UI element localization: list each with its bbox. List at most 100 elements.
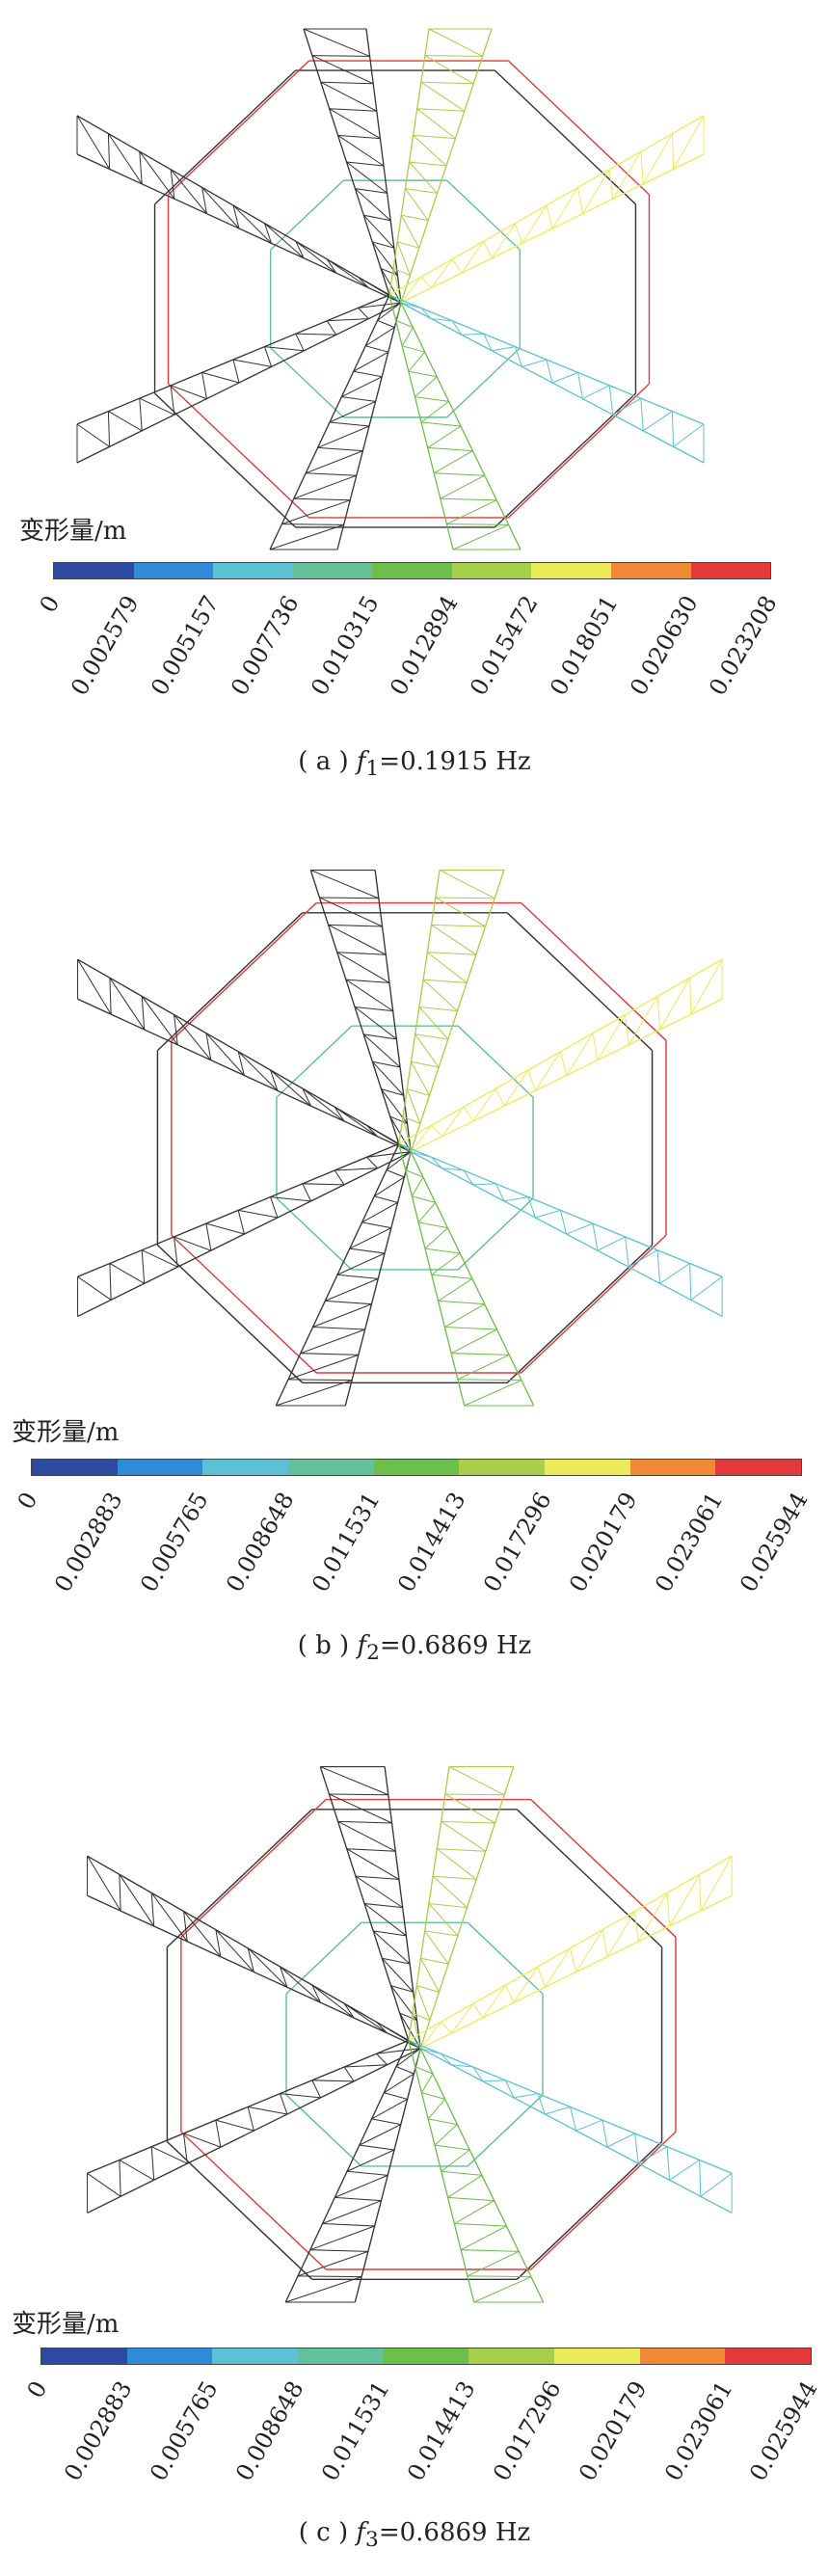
- truss-web: [451, 258, 463, 274]
- deformed-outline: [171, 902, 317, 1041]
- truss-web: [602, 2120, 608, 2148]
- truss-diagonal: [109, 977, 146, 1031]
- truss-web: [392, 267, 411, 277]
- truss-diagonal: [77, 958, 112, 1015]
- truss-diagonal: [642, 133, 673, 185]
- truss-diagonal: [411, 1176, 424, 1197]
- truss-web: [408, 370, 438, 378]
- truss-chord: [87, 1855, 410, 2042]
- inner-ring: [457, 1197, 534, 1271]
- truss-diagonal: [319, 897, 383, 927]
- truss-web: [416, 108, 465, 112]
- truss-web: [326, 320, 337, 335]
- truss-web: [446, 523, 509, 525]
- truss-web: [424, 1930, 458, 1937]
- truss-diagonal: [400, 277, 421, 304]
- truss-diagonal: [513, 2093, 539, 2099]
- truss-diagonal: [534, 1051, 561, 1091]
- truss-diagonal: [201, 187, 240, 229]
- inner-ring: [285, 2094, 362, 2167]
- truss-diagonal: [310, 870, 380, 899]
- legend-label-c: 变形量/m: [12, 2310, 120, 2339]
- truss-web: [433, 1875, 477, 1880]
- deformed-outline: [521, 1234, 667, 1374]
- truss-web: [434, 472, 485, 476]
- truss-diagonal: [320, 81, 378, 112]
- truss-web: [280, 2093, 288, 2115]
- deformed-outline: [168, 383, 310, 519]
- truss-diagonal: [311, 2080, 355, 2082]
- truss-web: [325, 1300, 372, 1305]
- truss-diagonal: [461, 240, 485, 274]
- truss-diagonal: [447, 2174, 483, 2198]
- truss-web: [431, 924, 486, 927]
- colorbar-tick-label: 0.020179: [573, 2376, 653, 2486]
- colorbar-tick-label: 0.005765: [145, 2376, 224, 2486]
- deformed-outline: [180, 1799, 327, 1938]
- colorbar-tick-label: 0.015472: [465, 591, 544, 701]
- colorbar-tick-label: 0.020630: [624, 591, 704, 701]
- truss-web: [608, 385, 614, 416]
- truss-web: [431, 1274, 472, 1279]
- truss-diagonal: [326, 258, 369, 289]
- truss-diagonal: [341, 376, 383, 398]
- truss-diagonal: [183, 1911, 222, 1957]
- truss-web: [237, 1210, 245, 1235]
- truss-web: [170, 169, 175, 200]
- truss-web: [435, 897, 495, 899]
- outer-octagon: [506, 912, 654, 1052]
- truss-diagonal: [637, 1892, 668, 1943]
- truss-diagonal: [150, 1892, 188, 1943]
- deformed-outline: [171, 1234, 317, 1374]
- truss-diagonal: [293, 474, 357, 499]
- truss-diagonal: [363, 1903, 407, 1937]
- inner-ring: [285, 1921, 362, 1995]
- colorbar-tick-label: 0.005765: [135, 1488, 214, 1597]
- truss-diagonal: [420, 1958, 440, 1993]
- truss-diagonal: [287, 1354, 360, 1381]
- truss-web: [358, 277, 369, 288]
- deformed-outline: [507, 60, 650, 196]
- truss-web: [640, 398, 644, 431]
- truss-web: [329, 1793, 388, 1796]
- truss-web: [666, 1892, 671, 1927]
- truss-diagonal: [427, 952, 468, 983]
- truss-web: [527, 1196, 536, 1219]
- truss-diagonal: [581, 169, 610, 214]
- truss-diagonal: [174, 1236, 211, 1251]
- truss-web: [461, 2249, 520, 2252]
- truss-web: [656, 996, 661, 1031]
- truss-web: [201, 372, 207, 399]
- truss-web: [671, 133, 675, 170]
- outer-octagon: [156, 1245, 304, 1383]
- truss-web: [334, 1106, 345, 1122]
- truss-web: [302, 1183, 311, 1202]
- truss-diagonal: [460, 2225, 507, 2251]
- inner-ring: [270, 179, 344, 251]
- truss-web: [337, 134, 381, 140]
- truss-web: [300, 1353, 359, 1355]
- truss-diagonal: [374, 1176, 405, 1197]
- truss-web: [384, 2092, 408, 2100]
- mode-panel-b: 变形量/m 0 0.002883 0.005765 0.008648 0.011531 0…: [0, 848, 829, 1716]
- truss-diagonal: [464, 1380, 522, 1407]
- truss-diagonal: [413, 135, 447, 167]
- truss-diagonal: [322, 2200, 382, 2225]
- colorbar-segment: [117, 1460, 203, 1475]
- colorbar-segment: [610, 563, 691, 578]
- truss-diagonal: [566, 1033, 594, 1076]
- truss-web: [215, 1929, 222, 1957]
- colorbar-segment: [202, 1460, 289, 1475]
- truss-web: [295, 333, 305, 352]
- colorbar-b: [31, 1459, 802, 1476]
- truss-diagonal: [406, 1088, 421, 1124]
- truss-web: [420, 1957, 449, 1965]
- truss-diagonal: [297, 2250, 369, 2277]
- truss-web: [343, 2066, 355, 2082]
- truss-diagonal: [77, 1275, 112, 1301]
- truss-diagonal: [142, 1249, 178, 1268]
- colorbar-tick-label: 0: [21, 2376, 53, 2403]
- truss-web: [326, 258, 337, 274]
- truss-web: [295, 240, 305, 259]
- truss-web: [441, 2170, 482, 2176]
